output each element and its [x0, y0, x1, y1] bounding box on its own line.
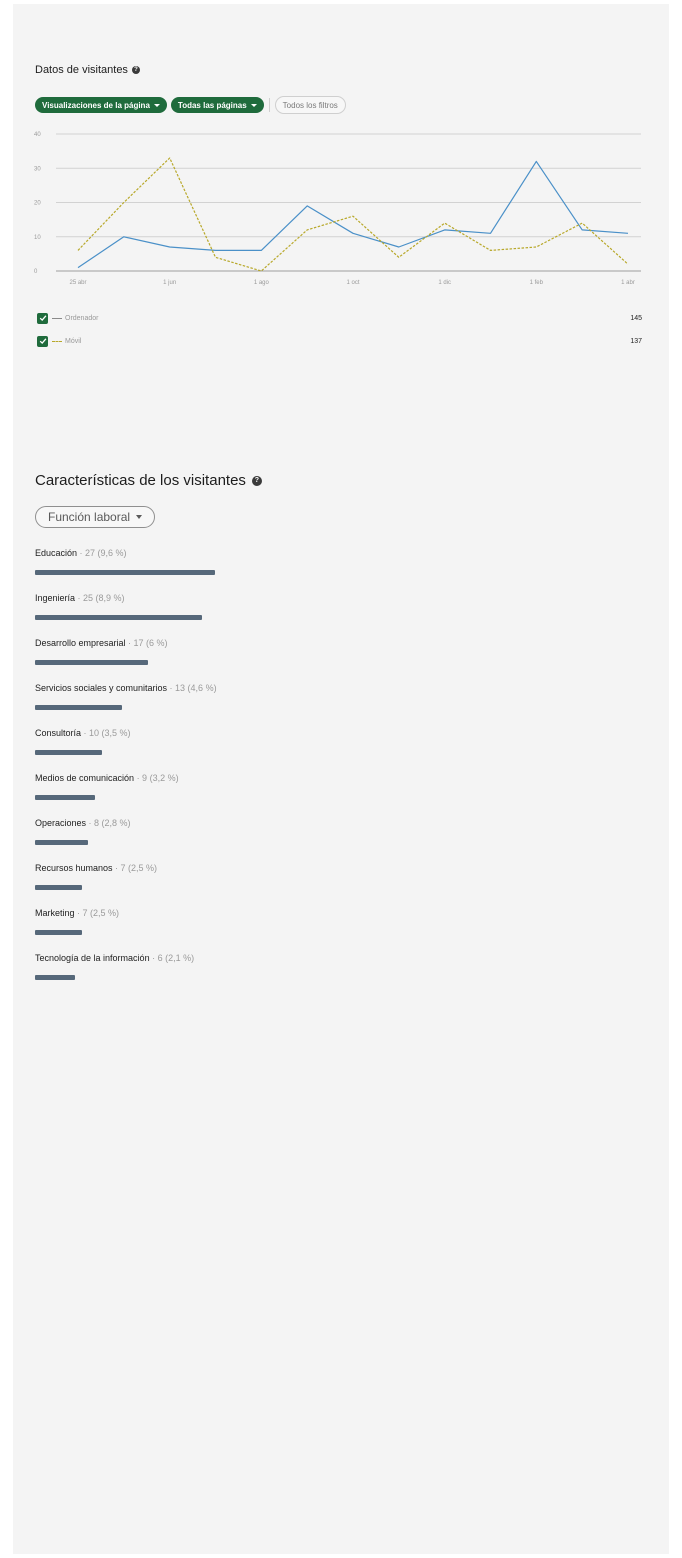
metric-filter-label: Visualizaciones de la página — [42, 100, 150, 110]
chevron-down-icon — [153, 103, 160, 107]
job-function-bar — [35, 750, 102, 755]
job-function-stats: · 7 (2,5 %) — [112, 863, 158, 873]
job-function-name: Recursos humanos — [35, 863, 113, 873]
job-function-stats: · 7 (2,5 %) — [74, 908, 120, 918]
list-item: Educación · 27 (9,6 %) — [35, 548, 435, 593]
solid-line-swatch — [52, 317, 62, 319]
job-function-stats: · 6 (2,1 %) — [149, 953, 195, 963]
analytics-page — [13, 4, 669, 1554]
visitor-characteristics-title: Características de los visitantes ? — [35, 472, 262, 489]
job-function-list: Educación · 27 (9,6 %) Ingeniería · 25 (8… — [35, 548, 435, 998]
job-function-bar — [35, 975, 75, 980]
job-function-stats: · 27 (9,6 %) — [77, 548, 127, 558]
characteristics-title-text: Características de los visitantes — [35, 472, 246, 489]
job-function-name: Ingeniería — [35, 593, 76, 603]
pages-filter-button[interactable]: Todas las páginas — [170, 97, 264, 113]
job-function-bar — [35, 705, 122, 710]
job-function-name: Marketing — [35, 908, 75, 918]
list-item: Tecnología de la información · 6 (2,1 %) — [35, 953, 435, 998]
job-function-stats: · 17 (6 %) — [125, 638, 168, 648]
pages-filter-label: Todas las páginas — [177, 100, 247, 110]
list-item: Operaciones · 8 (2,8 %) — [35, 818, 435, 863]
movil-checkbox[interactable] — [37, 335, 48, 347]
list-item-label: Consultoría · 10 (3,5 %) — [35, 728, 435, 738]
list-item: Ingeniería · 25 (8,9 %) — [35, 593, 435, 638]
job-function-bar — [35, 840, 88, 845]
x-tick-label: 1 feb — [530, 280, 544, 286]
dropdown-label: Función laboral — [48, 510, 131, 524]
filter-bar: Visualizaciones de la página Todas las p… — [35, 96, 346, 114]
job-function-name: Tecnología de la información — [35, 953, 150, 963]
job-function-bar — [35, 615, 202, 620]
job-function-name: Servicios sociales y comunitarios — [35, 683, 168, 693]
checkmark-icon — [39, 338, 46, 345]
list-item-label: Operaciones · 8 (2,8 %) — [35, 818, 435, 828]
job-function-bar — [35, 795, 95, 800]
job-function-bar — [35, 660, 148, 665]
list-item-label: Educación · 27 (9,6 %) — [35, 548, 435, 558]
job-function-dropdown[interactable]: Función laboral — [35, 506, 156, 528]
chevron-down-icon — [250, 103, 257, 107]
job-function-stats: · 25 (8,9 %) — [75, 593, 125, 603]
series-line-movil — [77, 157, 629, 272]
job-function-name: Educación — [35, 548, 78, 558]
visitor-line-chart: 0 10 20 30 40 25 abr 1 jun 1 ago 1 oct 1 dic 1 feb… — [34, 132, 641, 286]
legend-label-ordenador: Ordenador — [65, 314, 99, 322]
x-tick-label: 1 jun — [163, 280, 176, 286]
all-filters-label: Todos los filtros — [282, 100, 338, 110]
y-tick-label: 30 — [34, 166, 41, 172]
job-function-bar — [35, 930, 82, 935]
list-item-label: Servicios sociales y comunitarios · 13 (… — [35, 683, 435, 693]
list-item: Recursos humanos · 7 (2,5 %) — [35, 863, 435, 908]
job-function-name: Desarrollo empresarial — [35, 638, 126, 648]
job-function-bar — [35, 570, 215, 575]
list-item-label: Marketing · 7 (2,5 %) — [35, 908, 435, 918]
help-icon[interactable]: ? — [251, 475, 262, 486]
help-icon[interactable]: ? — [131, 66, 140, 74]
legend-total-movil: 137 — [630, 337, 642, 345]
all-filters-button[interactable]: Todos los filtros — [274, 96, 346, 114]
x-tick-label: 25 abr — [69, 280, 86, 286]
filter-divider — [268, 98, 270, 112]
job-function-stats: · 13 (4,6 %) — [167, 683, 217, 693]
x-tick-label: 1 ago — [254, 280, 270, 286]
legend-label-movil: Móvil — [65, 337, 82, 345]
job-function-stats: · 8 (2,8 %) — [86, 818, 131, 828]
list-item-label: Recursos humanos · 7 (2,5 %) — [35, 863, 435, 873]
visitor-data-title-text: Datos de visitantes — [35, 64, 128, 76]
job-function-name: Operaciones — [35, 818, 87, 828]
list-item-label: Desarrollo empresarial · 17 (6 %) — [35, 638, 435, 648]
job-function-stats: · 10 (3,5 %) — [81, 728, 131, 738]
visitor-data-title: Datos de visitantes ? — [35, 64, 140, 76]
list-item-label: Ingeniería · 25 (8,9 %) — [35, 593, 435, 603]
y-tick-label: 10 — [34, 235, 41, 241]
x-tick-label: 1 dic — [438, 280, 451, 286]
series-line-ordenador — [77, 160, 629, 269]
list-item-label: Medios de comunicación · 9 (3,2 %) — [35, 773, 435, 783]
job-function-stats: · 9 (3,2 %) — [134, 773, 179, 783]
x-tick-label: 1 oct — [346, 280, 359, 286]
list-item: Desarrollo empresarial · 17 (6 %) — [35, 638, 435, 683]
list-item: Marketing · 7 (2,5 %) — [35, 908, 435, 953]
job-function-bar — [35, 885, 82, 890]
legend-row-ordenador: Ordenador 145 — [37, 311, 642, 325]
list-item: Consultoría · 10 (3,5 %) — [35, 728, 435, 773]
ordenador-checkbox[interactable] — [37, 312, 48, 324]
list-item: Servicios sociales y comunitarios · 13 (… — [35, 683, 435, 728]
dashed-line-swatch — [52, 340, 62, 342]
x-tick-label: 1 abr — [621, 280, 635, 286]
checkmark-icon — [39, 315, 46, 322]
y-tick-label: 0 — [34, 269, 38, 275]
y-tick-label: 20 — [34, 201, 41, 207]
y-tick-label: 40 — [34, 132, 41, 138]
chevron-down-icon — [136, 515, 143, 519]
list-item-label: Tecnología de la información · 6 (2,1 %) — [35, 953, 435, 963]
metric-filter-button[interactable]: Visualizaciones de la página — [35, 97, 167, 113]
list-item: Medios de comunicación · 9 (3,2 %) — [35, 773, 435, 818]
job-function-name: Medios de comunicación — [35, 773, 135, 783]
job-function-name: Consultoría — [35, 728, 82, 738]
legend-total-ordenador: 145 — [630, 314, 642, 322]
legend-row-movil: Móvil 137 — [37, 334, 642, 348]
